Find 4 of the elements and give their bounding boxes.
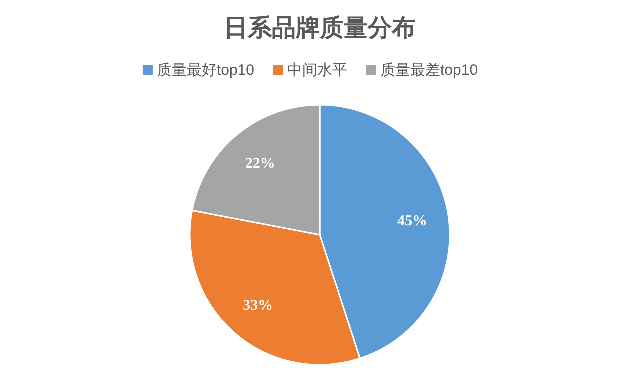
title: 日系品牌质量分布 [224, 15, 416, 42]
legend-label: 中间水平 [288, 62, 348, 79]
legend-label: 质量最差top10 [380, 62, 478, 79]
legend-label: 质量最好top10 [156, 62, 254, 79]
